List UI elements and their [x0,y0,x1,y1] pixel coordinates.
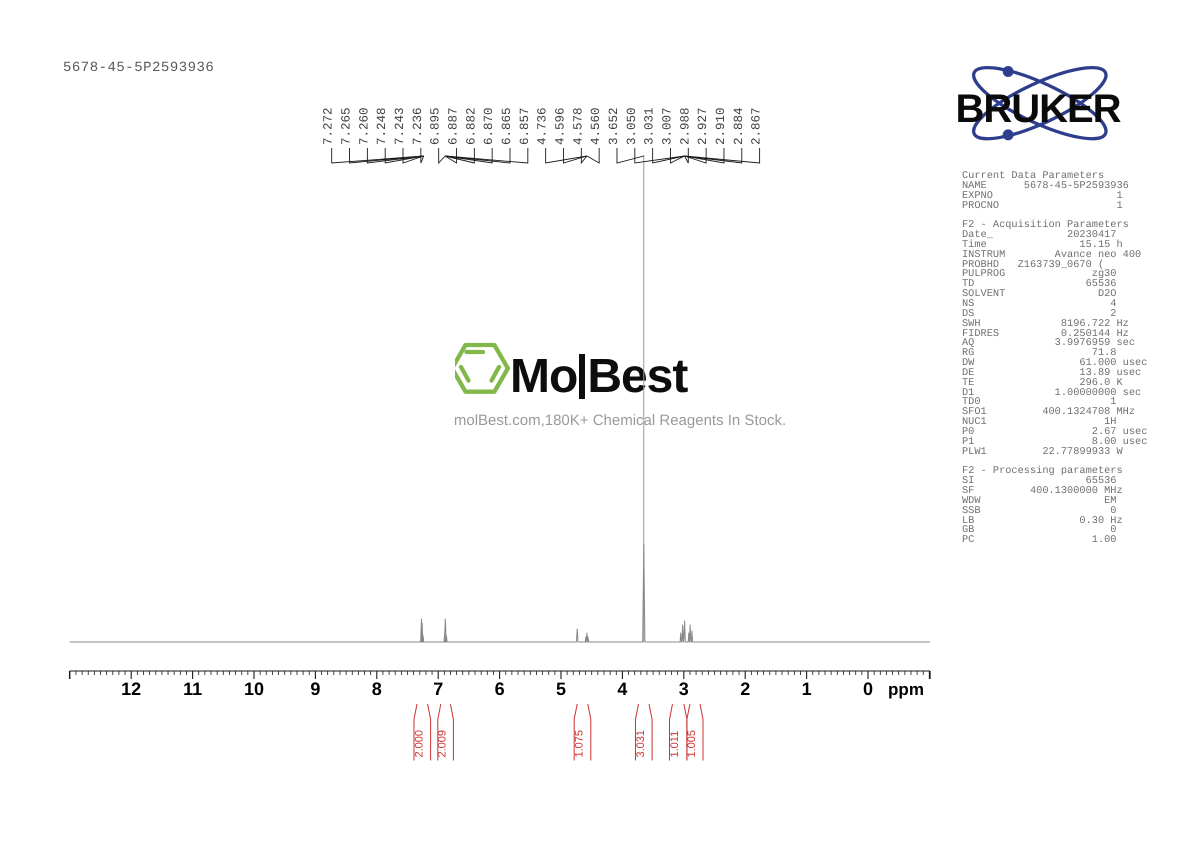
svg-text:1.075: 1.075 [573,730,585,758]
svg-text:2.000: 2.000 [413,730,425,758]
svg-text:2.009: 2.009 [437,730,449,758]
svg-text:1.011: 1.011 [669,731,681,758]
svg-text:1.005: 1.005 [686,730,698,758]
svg-text:3.031: 3.031 [635,730,647,758]
